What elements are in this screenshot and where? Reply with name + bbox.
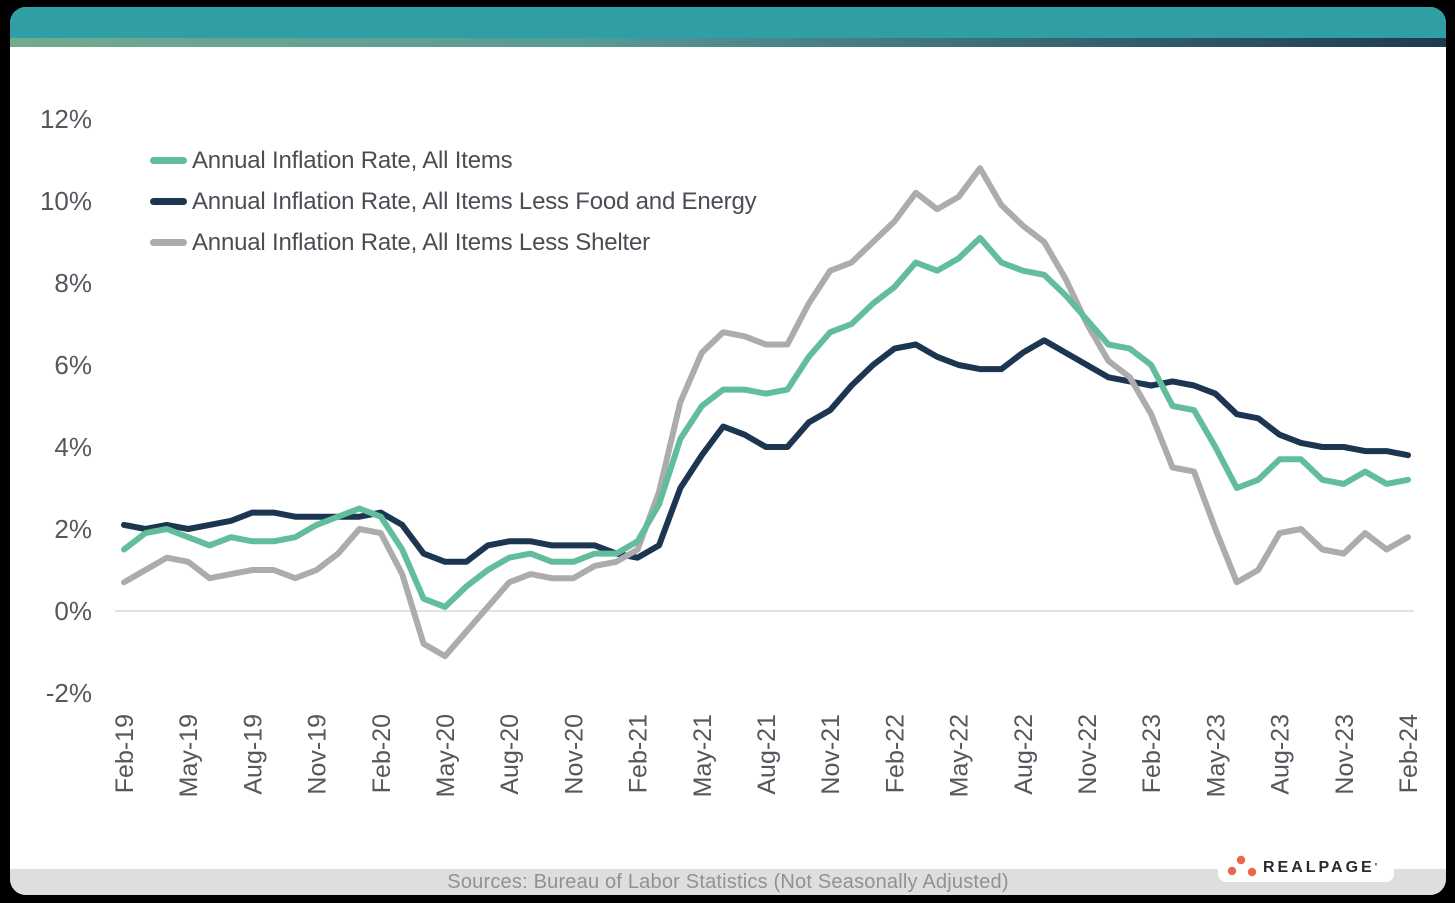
realpage-trademark-mark: ' [1374,861,1378,873]
realpage-logo: REALPAGE ' [1218,853,1394,882]
series-line-all_items_less_shelter [121,165,1411,660]
x-axis-label: Aug-19 [239,714,267,795]
footer-source-bar: Sources: Bureau of Labor Statistics (Not… [10,869,1446,895]
x-axis-label: May-22 [946,714,974,797]
legend-item-all_items_less_shelter: Annual Inflation Rate, All Items Less Sh… [150,222,756,263]
legend-label-all_items: Annual Inflation Rate, All Items [192,146,513,174]
x-axis-label: Feb-23 [1138,714,1166,793]
x-axis-label: Feb-21 [625,714,653,793]
legend-item-all_items_less_food_energy: Annual Inflation Rate, All Items Less Fo… [150,181,757,222]
x-axis-label: May-21 [689,714,717,797]
footer-source-text: Sources: Bureau of Labor Statistics (Not… [447,870,1009,893]
x-axis-label: Nov-19 [304,714,332,795]
x-axis-label: Feb-20 [368,714,396,793]
x-axis-label: May-19 [175,714,203,797]
legend-item-all_items: Annual Inflation Rate, All Items [150,140,756,181]
chart-card: Sources: Bureau of Labor Statistics (Not… [10,7,1446,895]
y-axis-label: 4% [54,432,92,462]
x-axis-label: Nov-21 [817,714,845,795]
y-axis-label: 2% [54,514,92,544]
series-line-all_items [121,234,1411,610]
x-axis-label: Aug-20 [496,714,524,795]
x-axis-label: May-23 [1202,714,1230,797]
x-axis-label: Nov-22 [1074,714,1102,795]
y-axis-label: 6% [54,350,92,380]
header-bar [10,7,1446,38]
x-axis-label: Feb-19 [111,714,139,793]
x-axis-label: Aug-23 [1267,714,1295,795]
chart-legend: Annual Inflation Rate, All Items Annual I… [150,140,757,263]
y-axis-label: 8% [54,268,92,298]
y-axis-label: 0% [54,596,92,626]
x-axis-label: Feb-22 [881,714,909,793]
header-gradient-strip [10,38,1446,47]
x-axis-label: Feb-24 [1395,714,1423,793]
x-axis-label: Aug-21 [753,714,781,795]
realpage-dots-icon [1227,855,1257,877]
x-axis-label: Nov-23 [1331,714,1359,795]
realpage-logo-text: REALPAGE [1263,858,1375,876]
x-axis-label: Aug-22 [1010,714,1038,795]
x-axis-label: May-20 [432,714,460,797]
y-axis-label: 12% [40,104,92,134]
legend-swatch-all_items_less_shelter [150,239,187,246]
legend-label-all_items_less_shelter: Annual Inflation Rate, All Items Less Sh… [192,228,650,256]
x-axis-label: Nov-20 [560,714,588,795]
y-axis-label: 10% [40,186,92,216]
y-axis-label: -2% [46,678,92,708]
legend-swatch-all_items_less_food_energy [150,198,187,205]
legend-swatch-all_items [150,157,187,164]
legend-label-all_items_less_food_energy: Annual Inflation Rate, All Items Less Fo… [192,187,757,215]
